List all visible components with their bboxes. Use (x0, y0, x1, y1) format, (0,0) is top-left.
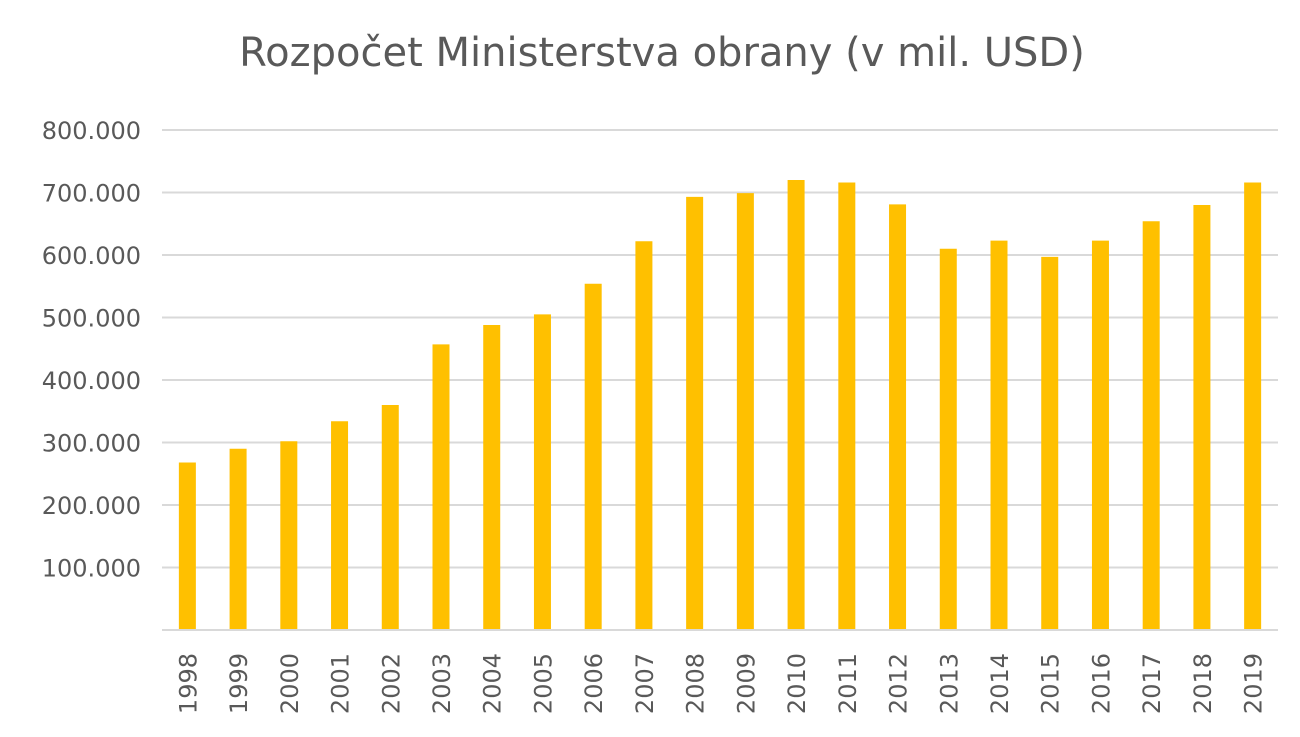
bar-1998 (178, 462, 196, 630)
bar-2011 (838, 182, 856, 630)
bar-2009 (736, 193, 754, 630)
bar-2003 (432, 344, 450, 630)
bar-2007 (635, 241, 653, 630)
bar-2010 (787, 180, 805, 630)
y-tick-label: 300.000 (42, 430, 141, 458)
bar-2008 (686, 196, 704, 630)
x-tick-label: 2001 (327, 653, 355, 714)
y-tick-label: 200.000 (42, 492, 141, 520)
x-tick-label: 1999 (225, 653, 253, 714)
x-tick-label: 2000 (276, 653, 304, 714)
bar-2017 (1142, 221, 1160, 630)
x-tick-label: 2011 (834, 653, 862, 714)
x-tick-label: 2014 (986, 653, 1014, 714)
x-tick-label: 2010 (783, 653, 811, 714)
bar-1999 (229, 448, 247, 630)
bar-2001 (331, 421, 349, 630)
bar-2005 (533, 314, 551, 630)
bar-2013 (939, 248, 957, 630)
x-axis-tick-labels: 1998 1999 2000 2001 2002 2003 2004 2005 2006 2007… (174, 653, 1267, 714)
x-tick-label: 2007 (631, 653, 659, 714)
x-tick-label: 2005 (529, 653, 557, 714)
x-tick-label: 2017 (1138, 653, 1166, 714)
y-tick-label: 800.000 (42, 117, 141, 145)
bar-2006 (584, 283, 602, 630)
x-tick-label: 2018 (1189, 653, 1217, 714)
x-tick-label: 2019 (1240, 653, 1268, 714)
x-tick-label: 2006 (580, 653, 608, 714)
bar-2002 (381, 405, 399, 630)
x-tick-label: 2016 (1087, 653, 1115, 714)
bar-2019 (1244, 182, 1262, 630)
y-tick-label: 400.000 (42, 367, 141, 395)
x-tick-label: 2013 (935, 653, 963, 714)
bar-2000 (280, 441, 298, 630)
bar-2004 (483, 325, 501, 630)
x-tick-label: 2015 (1037, 653, 1065, 714)
chart-title: Rozpočet Ministerstva obrany (v mil. USD… (239, 30, 1085, 76)
x-tick-label: 1998 (174, 653, 202, 714)
x-tick-label: 2009 (732, 653, 760, 714)
bar-2012 (889, 204, 907, 630)
y-tick-label: 500.000 (42, 305, 141, 333)
x-tick-label: 2008 (682, 653, 710, 714)
bar-2014 (990, 240, 1008, 630)
y-tick-label: 100.000 (42, 555, 141, 583)
x-tick-label: 2003 (428, 653, 456, 714)
bar-2016 (1091, 240, 1109, 630)
y-tick-label: 700.000 (42, 180, 141, 208)
bar-2018 (1193, 205, 1211, 630)
bar-2015 (1041, 256, 1059, 630)
y-axis-tick-labels: 100.000 200.000 300.000 400.000 500.000 600.0… (42, 117, 141, 583)
gridlines (162, 129, 1278, 569)
y-tick-label: 600.000 (42, 242, 141, 270)
x-tick-label: 2012 (885, 653, 913, 714)
x-tick-label: 2004 (479, 653, 507, 714)
x-tick-label: 2002 (377, 653, 405, 714)
bars (178, 180, 1262, 630)
